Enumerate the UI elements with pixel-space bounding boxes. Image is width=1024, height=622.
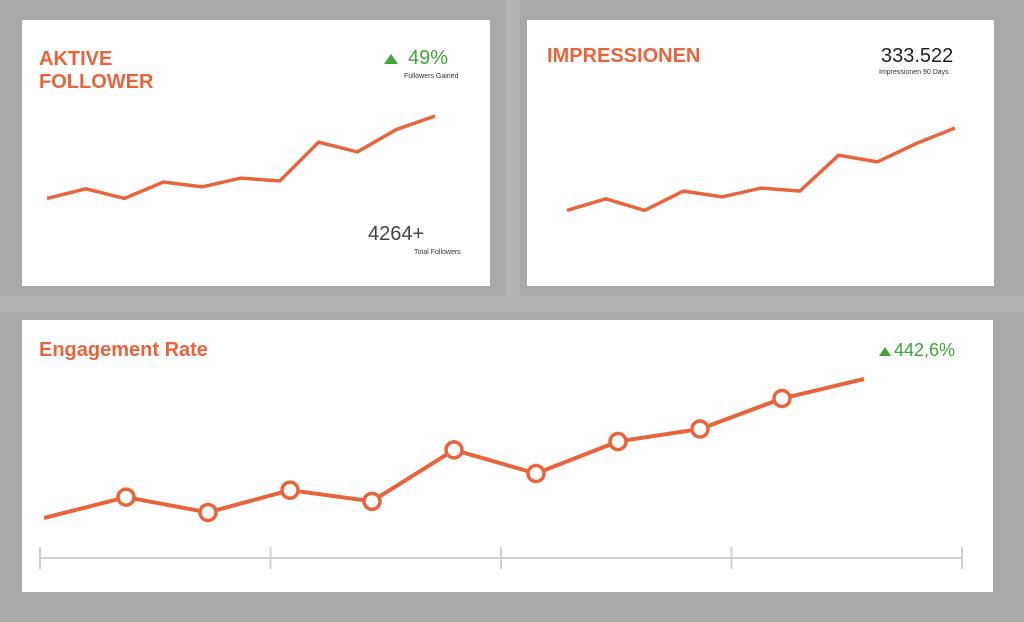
total-followers-value: 4264+	[368, 223, 425, 245]
impressions-label: Impressionen 90 Days	[879, 69, 949, 76]
followers-title-line2: FOLLOWER	[39, 71, 154, 93]
engagement-data-point	[444, 440, 464, 460]
followers-title-line1: AKTIVE	[39, 48, 113, 70]
impressions-title: IMPRESSIONEN	[547, 45, 701, 67]
followers-title: AKTIVE FOLLOWER	[39, 48, 153, 94]
engagement-change-number: 442,6%	[894, 340, 956, 360]
impressions-line-chart	[566, 126, 956, 213]
engagement-line-chart	[39, 377, 963, 569]
followers-series-line	[46, 114, 436, 201]
up-arrow-icon	[384, 53, 398, 64]
engagement-change-value: 442,6%	[879, 340, 955, 361]
total-followers-label: Total Followers	[414, 249, 461, 256]
engagement-data-point	[362, 491, 382, 512]
up-arrow-icon	[879, 346, 891, 356]
followers-gained-label: Followers Gained	[404, 73, 459, 80]
impressions-series-line	[566, 126, 956, 213]
engagement-rate-card: Engagement Rate 442,6%	[22, 320, 993, 592]
engagement-data-point	[116, 487, 136, 507]
impressions-card: IMPRESSIONEN 333.522 Impressionen 90 Day…	[527, 20, 994, 286]
engagement-title: Engagement Rate	[39, 339, 208, 361]
followers-gained-value: 49%	[384, 47, 448, 70]
engagement-data-point	[280, 480, 300, 500]
impressions-value: 333.522	[881, 45, 954, 67]
engagement-data-point	[608, 431, 628, 452]
engagement-data-point	[690, 419, 710, 439]
engagement-data-point	[198, 502, 218, 523]
followers-line-chart	[46, 114, 436, 201]
active-followers-card: AKTIVE FOLLOWER 49% Followers Gained 426…	[22, 20, 490, 286]
engagement-data-point	[772, 388, 792, 409]
engagement-data-point	[526, 463, 546, 484]
followers-gained-number: 49%	[408, 47, 449, 69]
